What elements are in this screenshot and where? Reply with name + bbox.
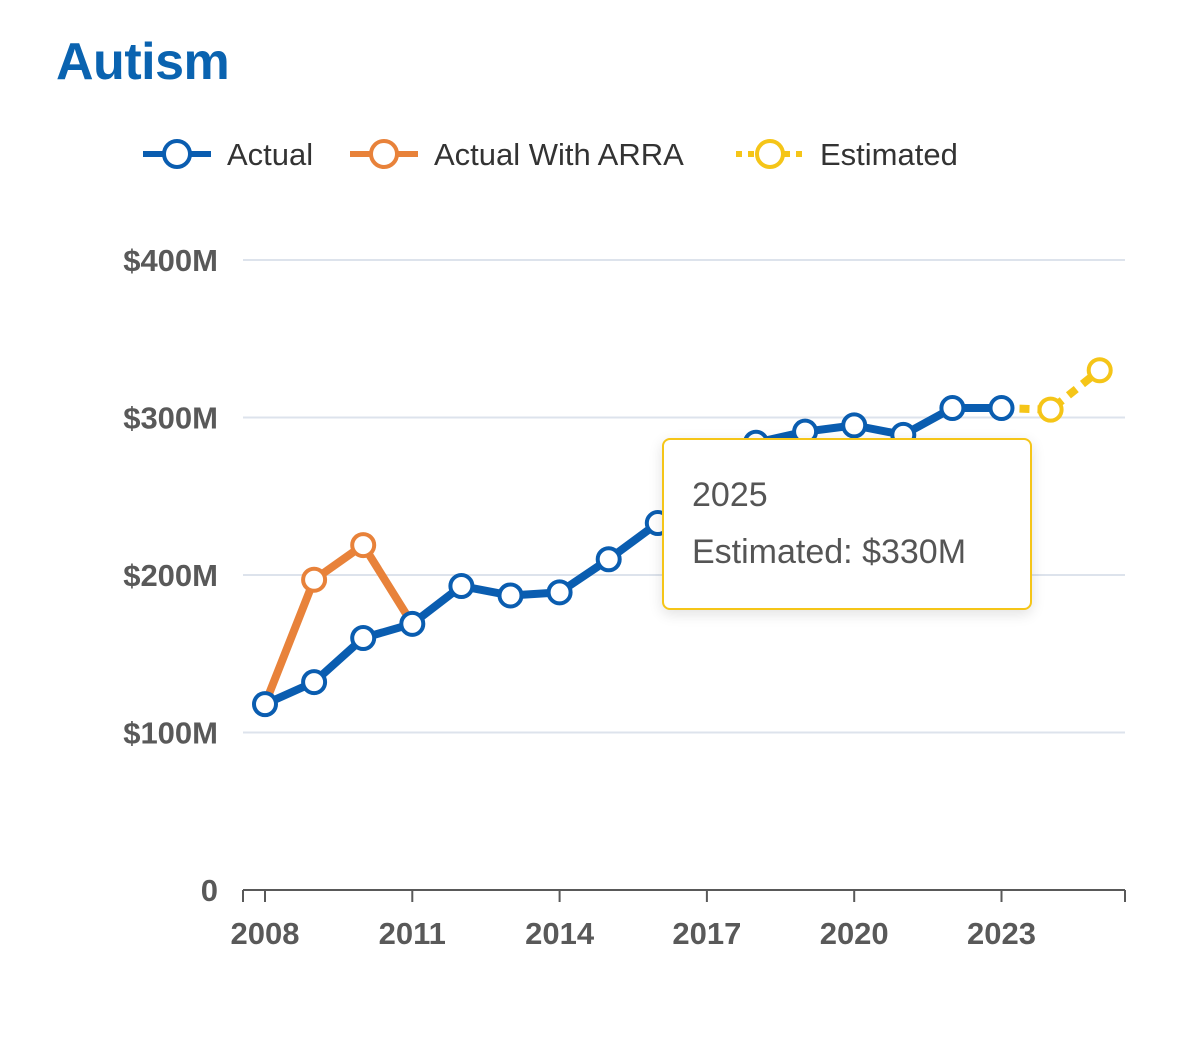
actual-series-point <box>841 412 868 439</box>
y-tick-label: $300M <box>123 401 218 436</box>
actual-series-point <box>301 669 328 696</box>
x-tick-label: 2008 <box>231 916 300 951</box>
estimated-series-point <box>1037 396 1064 423</box>
actual-series-point <box>546 579 573 606</box>
actual-series-point <box>595 546 622 573</box>
chart-title: Autism <box>56 33 230 91</box>
y-tick-label: $100M <box>123 716 218 751</box>
legend-marker-icon <box>369 139 399 169</box>
arra-series-line <box>261 541 417 709</box>
tooltip-title: 2025 <box>692 476 768 514</box>
actual-series-point <box>252 691 278 718</box>
actual-series-point <box>350 625 377 651</box>
actual-series-line <box>261 404 1006 709</box>
chart-legend: Actual Actual With ARRA Estimated <box>143 137 958 172</box>
legend-marker-icon <box>162 139 192 169</box>
actual-series-point <box>448 573 475 600</box>
legend-marker-icon <box>755 139 785 169</box>
legend-label: Actual With ARRA <box>434 137 684 172</box>
y-tick-label: $200M <box>123 558 218 593</box>
legend-item-estimated: Estimated <box>736 137 958 172</box>
y-tick-label: 0 <box>201 873 218 908</box>
actual-series-point <box>497 582 524 609</box>
x-tick-label: 2020 <box>820 916 889 951</box>
tooltip-label: Estimated: $330M <box>692 533 967 571</box>
legend-item-actual: Actual <box>143 137 313 172</box>
estimated-series-point <box>1086 357 1113 384</box>
x-tick-label: 2014 <box>525 916 595 951</box>
x-tick-label: 2023 <box>967 916 1036 951</box>
x-tick-label: 2011 <box>379 916 446 951</box>
actual-series-point <box>399 610 426 637</box>
x-tick-label: 2017 <box>672 916 741 951</box>
axes: 0 $100M $200M $300M $400M 2008 2011 2014 2017 202… <box>123 243 1126 951</box>
legend-label: Estimated <box>820 137 958 172</box>
estimated-series-line <box>1001 367 1103 414</box>
y-tick-label: $400M <box>123 243 218 278</box>
actual-series-point <box>988 395 1015 422</box>
data-tooltip: 2025 Estimated: $330M <box>662 438 1032 610</box>
arra-series-point <box>301 566 328 593</box>
legend-item-actual-with-arra: Actual With ARRA <box>350 137 684 172</box>
arra-series-point <box>350 532 377 559</box>
actual-series-point <box>939 395 966 422</box>
legend-label: Actual <box>227 137 313 172</box>
